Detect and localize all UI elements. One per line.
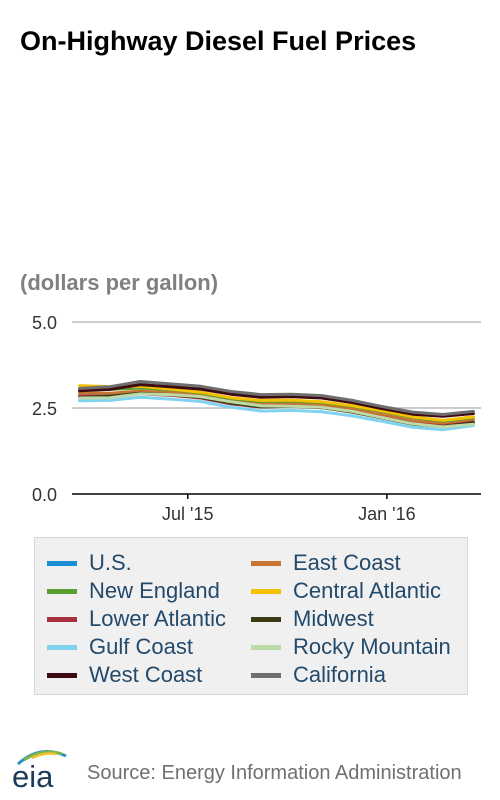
eia-logo-text: eia	[12, 759, 54, 792]
legend-swatch	[47, 644, 77, 650]
legend-item: New England	[47, 578, 220, 604]
series-line-california	[78, 380, 475, 416]
legend-swatch	[47, 560, 77, 566]
eia-logo-arc-yellow	[31, 752, 57, 760]
legend-item: Midwest	[251, 606, 374, 632]
legend-label: Rocky Mountain	[293, 634, 451, 659]
legend-label: Central Atlantic	[293, 578, 441, 603]
legend-label: East Coast	[293, 550, 401, 575]
legend-swatch	[47, 672, 77, 678]
legend-swatch	[251, 560, 281, 566]
series-line-east-coast	[78, 389, 475, 425]
legend-item: East Coast	[251, 550, 401, 576]
series-layer	[78, 380, 475, 432]
legend-label: U.S.	[89, 550, 132, 575]
series-line-central-atlantic	[78, 384, 475, 422]
legend-item: West Coast	[47, 662, 202, 688]
y-tick-label: 2.5	[32, 399, 57, 419]
y-tick-label: 5.0	[32, 313, 57, 333]
legend-swatch	[251, 672, 281, 678]
legend-swatch	[47, 616, 77, 622]
legend-label: West Coast	[89, 662, 203, 687]
legend-item: California	[251, 662, 386, 688]
x-tick-label: Jul '15	[162, 504, 213, 524]
legend-swatch	[251, 588, 281, 594]
legend-swatch	[251, 616, 281, 622]
eia-logo: eia	[12, 750, 67, 792]
plot-area: 5.0 2.5 0.0 Jul '15 Jan '16	[32, 313, 481, 524]
legend-label: Midwest	[293, 606, 374, 631]
axis-layer: 5.0 2.5 0.0 Jul '15 Jan '16	[32, 313, 481, 524]
legend: U.S. East Coast New England Central Atlanti…	[34, 537, 468, 695]
chart-title: On-Highway Diesel Fuel Prices	[20, 26, 417, 56]
series-line-rocky-mountain	[78, 392, 475, 429]
legend-item: Gulf Coast	[47, 634, 193, 660]
source-note: Source: Energy Information Administratio…	[87, 762, 462, 784]
legend-item: Rocky Mountain	[251, 634, 451, 660]
legend-swatch	[47, 588, 77, 594]
y-axis-label: (dollars per gallon)	[20, 270, 219, 295]
x-tick-label: Jan '16	[358, 504, 415, 524]
legend-item: Central Atlantic	[251, 578, 441, 604]
legend-swatch	[251, 644, 281, 650]
series-line-gulf-coast	[78, 395, 475, 432]
legend-label: California	[293, 662, 386, 687]
eia-logo-arc-green	[23, 750, 63, 762]
y-tick-label: 0.0	[32, 485, 57, 505]
legend-label: Lower Atlantic	[89, 606, 226, 631]
legend-label: Gulf Coast	[89, 634, 193, 659]
series-line-west-coast	[78, 383, 475, 418]
legend-item: U.S.	[47, 550, 132, 576]
legend-item: Lower Atlantic	[47, 606, 226, 632]
legend-label: New England	[89, 578, 220, 603]
